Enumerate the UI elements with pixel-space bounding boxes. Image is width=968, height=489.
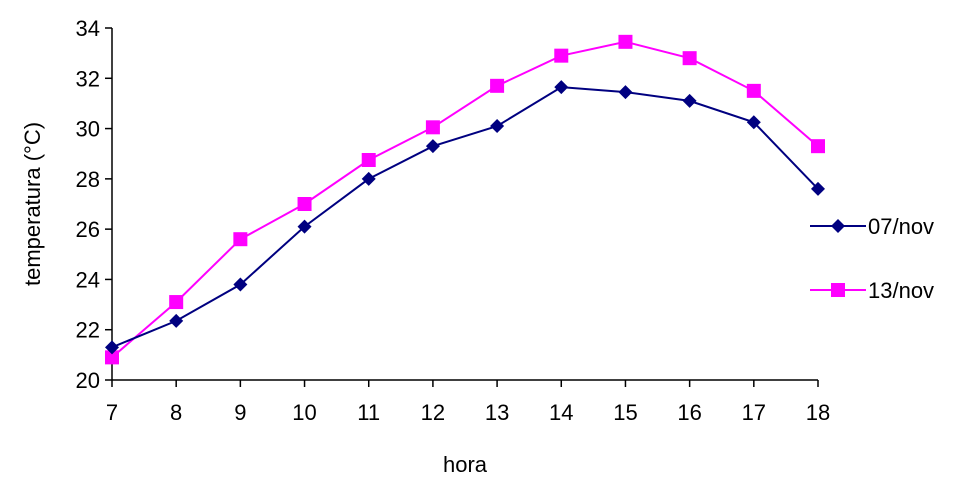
x-axis-title: hora [443,452,488,477]
legend-marker-13-nov [831,283,845,297]
y-tick-label: 20 [76,368,100,393]
series-13-nov [105,34,825,365]
data-point-13-nov [105,350,119,365]
x-tick-label: 8 [170,400,182,425]
x-tick-label: 14 [549,400,573,425]
x-tick-label: 15 [613,400,637,425]
data-point-07-nov [361,171,376,186]
data-point-07-nov [169,313,184,328]
x-tick-label: 13 [485,400,509,425]
chart-axes: 20 22 24 26 28 30 32 34 7 8 9 10 11 12 13 14 15 16 17 18 [76,16,831,425]
y-axis-title: temperatura (°C) [20,122,45,286]
data-point-07-nov [618,85,633,100]
data-point-13-nov [811,139,825,154]
data-point-07-nov [811,181,825,196]
data-point-07-nov [554,80,569,95]
data-point-07-nov [233,277,248,292]
data-point-13-nov [297,197,312,211]
legend-label-07-nov: 07/nov [868,214,934,239]
data-point-07-nov [490,119,505,134]
y-tick-label: 26 [76,217,100,242]
series-07-nov [105,80,825,355]
data-point-07-nov [297,219,312,234]
y-tick-label: 32 [76,66,100,91]
data-point-07-nov [105,340,119,355]
data-point-13-nov [746,83,761,98]
y-tick-label: 30 [76,117,100,142]
legend-label-13-nov: 13/nov [868,278,934,303]
y-tick-label: 28 [76,167,100,192]
series-line-13-nov [111,40,819,359]
data-point-13-nov [554,48,569,63]
data-point-13-nov [169,295,184,310]
data-point-13-nov [425,120,440,135]
y-tick-label: 24 [76,267,100,292]
data-point-07-nov [682,93,697,108]
chart-series [105,34,825,365]
x-tick-label: 11 [357,400,380,425]
data-point-07-nov [746,115,761,130]
data-point-13-nov [233,232,248,247]
legend-item-07-nov: 07/nov [810,214,934,239]
x-tick-label: 9 [234,400,246,425]
x-tick-label: 17 [742,400,766,425]
data-point-13-nov [490,78,505,93]
legend-item-13-nov: 13/nov [810,278,934,303]
data-point-13-nov [361,153,376,167]
x-tick-label: 16 [677,400,701,425]
x-tick-label: 18 [806,400,830,425]
x-tick-label: 12 [421,400,445,425]
data-point-13-nov [618,34,633,49]
chart-legend: 07/nov 13/nov [810,214,934,303]
x-tick-label: 7 [106,400,118,425]
data-point-13-nov [682,51,697,66]
y-tick-label: 34 [76,16,100,41]
series-line-07-nov [111,86,819,349]
x-tick-label: 10 [292,400,316,425]
y-tick-label: 22 [76,318,100,343]
data-point-07-nov [425,139,440,154]
legend-marker-07-nov [831,219,845,233]
